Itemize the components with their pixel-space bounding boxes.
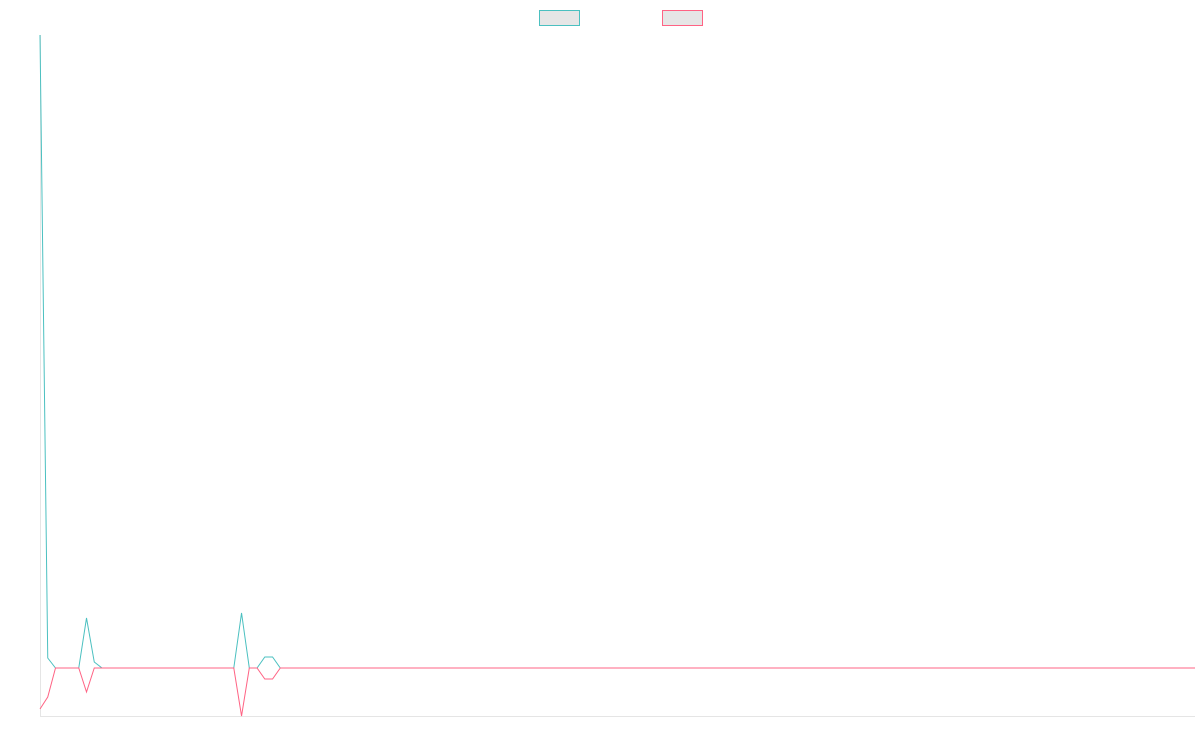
- legend-swatch: [539, 10, 580, 26]
- line-series: [39, 34, 1195, 669]
- legend-swatch: [662, 10, 703, 26]
- line-series: [39, 667, 1195, 717]
